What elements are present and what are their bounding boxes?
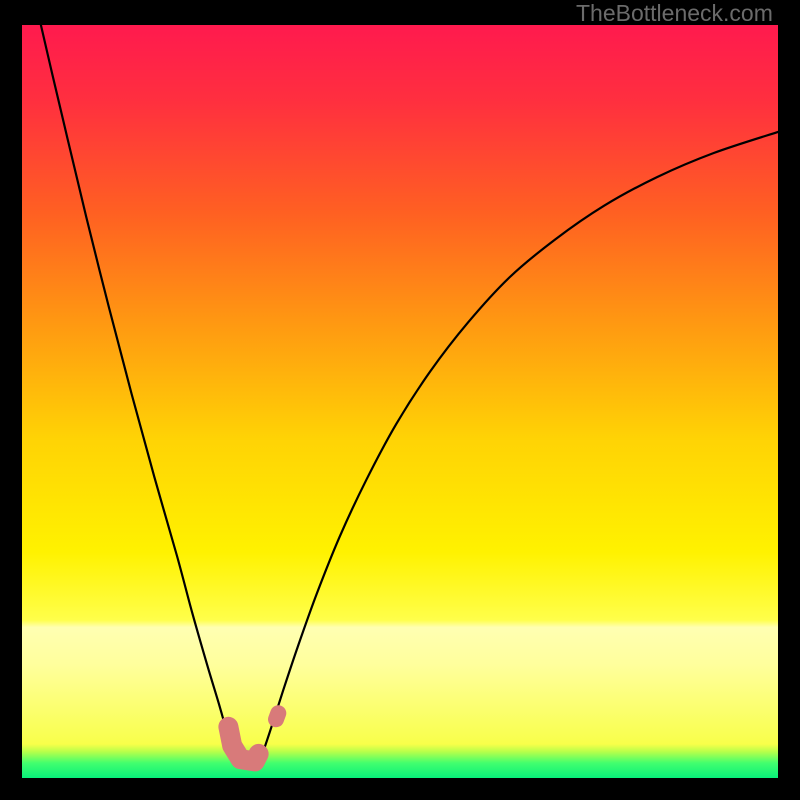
border-left (0, 0, 22, 800)
chart-svg (0, 0, 800, 800)
plot-background (22, 25, 778, 778)
border-right (778, 0, 800, 800)
chart-frame: TheBottleneck.com (0, 0, 800, 800)
border-bottom (0, 778, 800, 800)
marker-dot (276, 713, 278, 719)
border-top (0, 0, 800, 25)
